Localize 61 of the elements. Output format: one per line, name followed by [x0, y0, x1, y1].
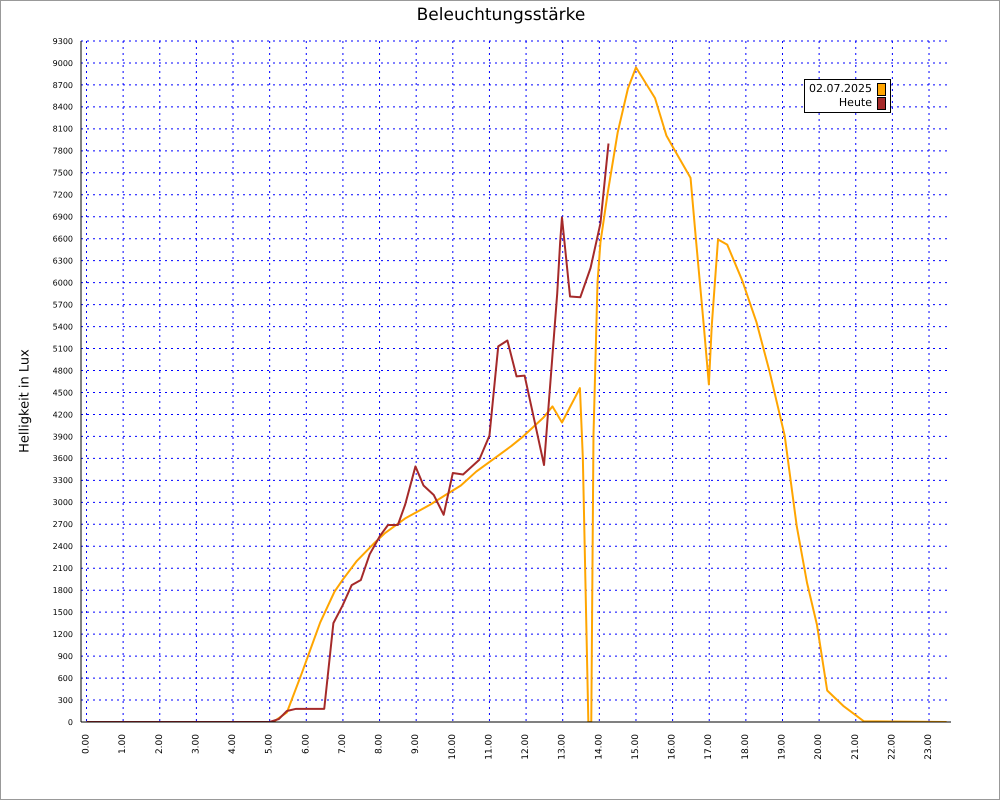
y-tick-label: 9300	[52, 36, 73, 46]
x-tick-label: 20.00	[814, 734, 824, 760]
x-tick-label: 0.00	[81, 734, 92, 754]
y-tick-label: 1500	[52, 608, 73, 617]
x-tick-label: 8.00	[374, 734, 385, 754]
y-tick-label: 1800	[52, 586, 73, 596]
x-tick-label: 17.00	[704, 734, 714, 760]
x-tick-label: 15.00	[630, 734, 641, 760]
x-tick-label: 5.00	[264, 734, 275, 754]
y-tick-label: 300	[58, 696, 73, 705]
x-tick-label: 18.00	[740, 734, 751, 760]
legend-label: 02.07.2025	[809, 82, 872, 96]
y-axis-title: Helligkeit in Lux	[18, 349, 32, 453]
x-tick-label: 19.00	[777, 734, 788, 760]
x-tick-label: 14.00	[594, 734, 604, 760]
y-tick-label: 4200	[52, 410, 73, 420]
y-tick-label: 4500	[52, 388, 73, 398]
y-tick-label: 900	[58, 652, 73, 661]
y-tick-label: 5400	[52, 322, 73, 332]
y-tick-label: 7500	[52, 168, 73, 178]
y-tick-label: 6000	[52, 278, 73, 288]
line-series	[85, 142, 610, 722]
y-tick-label: 3600	[52, 454, 73, 464]
y-tick-label: 5100	[52, 344, 73, 354]
y-tick-label: 8400	[52, 102, 73, 112]
x-tick-label: 23.00	[924, 734, 934, 760]
x-tick-label: 4.00	[228, 734, 238, 754]
y-tick-label: 0	[68, 718, 73, 727]
y-tick-label: 1200	[52, 630, 73, 639]
x-tick-label: 12.00	[521, 734, 532, 760]
y-tick-label: 2400	[52, 542, 73, 552]
x-tick-label: 3.00	[191, 734, 202, 754]
x-tick-label: 11.00	[484, 734, 494, 760]
chart-title: Beleuchtungsstärke	[416, 5, 586, 25]
y-tick-label: 3300	[52, 476, 73, 486]
x-tick-label: 9.00	[411, 734, 422, 754]
legend-label: Heute	[838, 96, 872, 110]
y-tick-label: 5700	[52, 300, 73, 310]
y-tick-label: 2700	[52, 520, 73, 530]
x-tick-label: 22.00	[887, 734, 898, 760]
x-tick-label: 6.00	[301, 734, 312, 754]
y-tick-label: 6300	[52, 256, 73, 266]
x-tick-label: 7.00	[338, 734, 348, 754]
x-tick-label: 21.00	[850, 734, 861, 760]
y-tick-label: 8100	[52, 124, 73, 134]
x-tick-label: 2.00	[154, 734, 165, 754]
x-tick-label: 16.00	[668, 734, 678, 760]
y-tick-label: 8700	[52, 80, 73, 90]
y-tick-label: 2100	[52, 564, 73, 574]
y-tick-label: 9000	[52, 58, 73, 68]
y-tick-label: 7200	[52, 190, 73, 200]
y-tick-label: 3900	[52, 432, 73, 442]
y-tick-label: 7800	[52, 146, 73, 156]
y-tick-label: 6900	[52, 212, 73, 222]
y-tick-label: 6600	[52, 234, 73, 244]
x-tick-label: 13.00	[558, 734, 568, 760]
y-tick-label: 4800	[52, 366, 73, 376]
y-tick-label: 3000	[52, 498, 73, 508]
x-tick-label: 10.00	[448, 734, 458, 760]
y-tick-label: 600	[58, 674, 73, 683]
x-tick-label: 1.00	[118, 734, 128, 754]
